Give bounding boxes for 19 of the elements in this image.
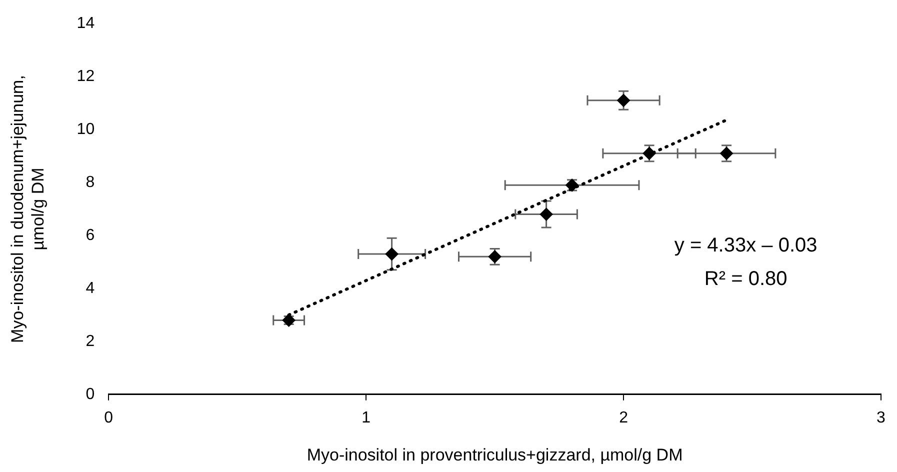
point <box>617 94 630 107</box>
y-axis-title: Myo-inositol in duodenum+jejunum, µmol/g DM <box>8 75 48 343</box>
point <box>385 248 398 261</box>
y-tick-label: 2 <box>86 332 95 350</box>
x-tick-label: 3 <box>876 409 886 426</box>
y-tick-label: 6 <box>86 226 95 244</box>
x-tick-label: 1 <box>362 409 371 426</box>
point <box>540 208 553 221</box>
y-tick-label: 4 <box>86 280 95 297</box>
x-axis-title: Myo-inositol in proventriculus+gizzard, µmol/g DM <box>306 445 683 464</box>
x-tick-label: 2 <box>619 409 628 426</box>
y-tick-label: 14 <box>76 15 95 32</box>
y-tick-label: 12 <box>76 68 95 85</box>
y-tick-label: 0 <box>86 386 95 403</box>
y-tick-label: 8 <box>86 174 95 191</box>
x-tick-label: 0 <box>104 409 114 426</box>
annotation: R² = 0.80 <box>704 268 788 290</box>
annotation: y = 4.33x – 0.03 <box>674 234 818 257</box>
y-tick-label: 10 <box>76 120 95 138</box>
